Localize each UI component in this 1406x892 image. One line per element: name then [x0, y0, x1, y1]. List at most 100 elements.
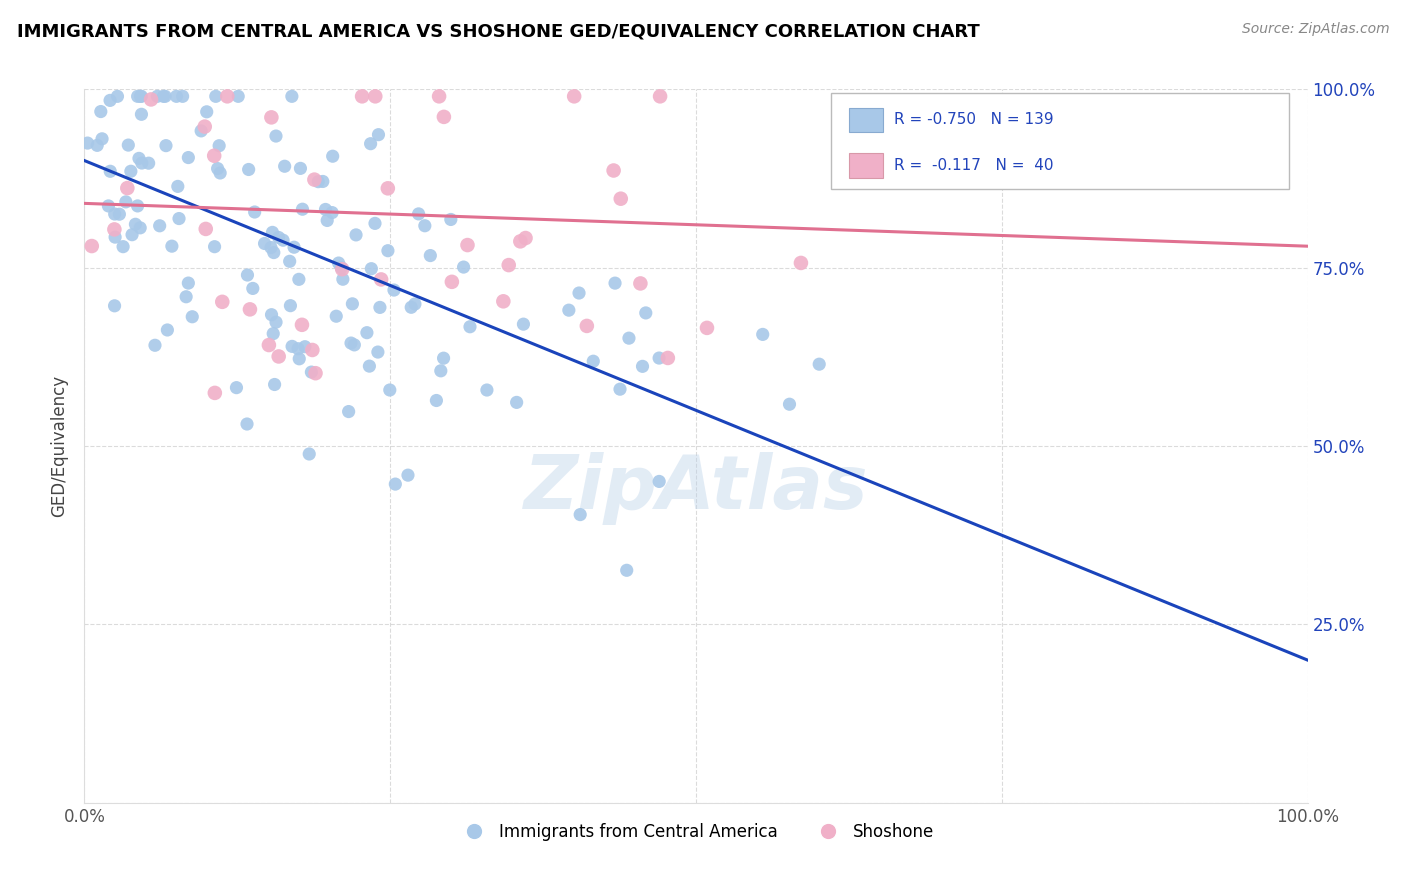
Point [98, 164, 121, 178]
Point [377, 244, 399, 258]
Point [610, 192, 633, 206]
Point [399, 300, 422, 314]
Point [370, 272, 392, 286]
Point [172, 89, 194, 103]
Point [264, 315, 287, 329]
Point [364, 216, 387, 230]
Point [129, 89, 152, 103]
Point [127, 89, 149, 103]
Point [271, 233, 294, 247]
Point [433, 110, 456, 124]
Point [359, 359, 381, 373]
Point [396, 468, 419, 483]
Point [131, 107, 153, 121]
Point [330, 262, 353, 277]
Point [138, 156, 160, 170]
Point [97, 199, 120, 213]
Point [602, 163, 624, 178]
Point [217, 89, 239, 103]
Point [177, 151, 200, 165]
Point [278, 254, 301, 268]
Bar [849, 153, 883, 178]
Point [253, 236, 276, 251]
Point [453, 260, 475, 274]
Point [204, 89, 226, 103]
Point [242, 281, 264, 295]
Point [121, 227, 143, 242]
Y-axis label: GED/Equivalency: GED/Equivalency [51, 375, 69, 517]
Point [808, 357, 831, 371]
Point [267, 230, 290, 244]
Point [90, 104, 112, 119]
Point [166, 179, 188, 194]
Point [104, 207, 127, 221]
Point [181, 310, 204, 324]
Point [128, 152, 150, 166]
Point [509, 235, 531, 249]
Point [617, 331, 640, 345]
Point [603, 276, 626, 290]
Point [260, 111, 283, 125]
Point [104, 230, 127, 244]
Point [328, 256, 350, 270]
Point [283, 240, 305, 254]
Point [298, 447, 321, 461]
Point [288, 272, 311, 286]
Point [631, 359, 654, 374]
Point [304, 366, 326, 380]
Text: ZipAtlas: ZipAtlas [523, 452, 869, 525]
Text: R =  -0.117   N =  40: R = -0.117 N = 40 [894, 158, 1053, 173]
Point [225, 381, 247, 395]
Point [430, 364, 453, 378]
Point [512, 317, 534, 331]
Point [287, 342, 309, 356]
Point [440, 275, 463, 289]
Point [112, 240, 135, 254]
Point [202, 149, 225, 163]
Point [432, 351, 454, 366]
Point [301, 343, 323, 357]
Point [267, 350, 290, 364]
Point [98, 94, 121, 108]
Point [384, 477, 406, 491]
Point [492, 294, 515, 309]
Point [332, 272, 354, 286]
Point [281, 89, 304, 103]
Point [575, 318, 598, 333]
Point [156, 323, 179, 337]
Point [408, 207, 430, 221]
Point [616, 563, 638, 577]
Point [236, 268, 259, 282]
Point [239, 302, 262, 317]
Point [174, 290, 197, 304]
Point [569, 508, 592, 522]
Point [290, 161, 312, 176]
Point [360, 261, 382, 276]
Point [103, 299, 125, 313]
Point [425, 393, 447, 408]
Point [260, 308, 283, 322]
Point [582, 354, 605, 368]
Point [153, 89, 176, 103]
Point [236, 417, 259, 431]
Point [211, 294, 233, 309]
Point [337, 404, 360, 418]
Point [124, 217, 146, 231]
Point [364, 89, 387, 103]
Point [648, 351, 671, 365]
Point [568, 285, 591, 300]
Point [316, 213, 339, 227]
Point [475, 383, 498, 397]
Point [263, 245, 285, 260]
Point [139, 92, 162, 106]
Point [458, 319, 481, 334]
Point [291, 202, 314, 217]
Point [120, 164, 142, 178]
Point [209, 166, 232, 180]
Point [377, 181, 399, 195]
Point [609, 382, 631, 396]
Point [155, 138, 177, 153]
Point [562, 89, 585, 103]
Point [103, 222, 125, 236]
Point [440, 212, 463, 227]
